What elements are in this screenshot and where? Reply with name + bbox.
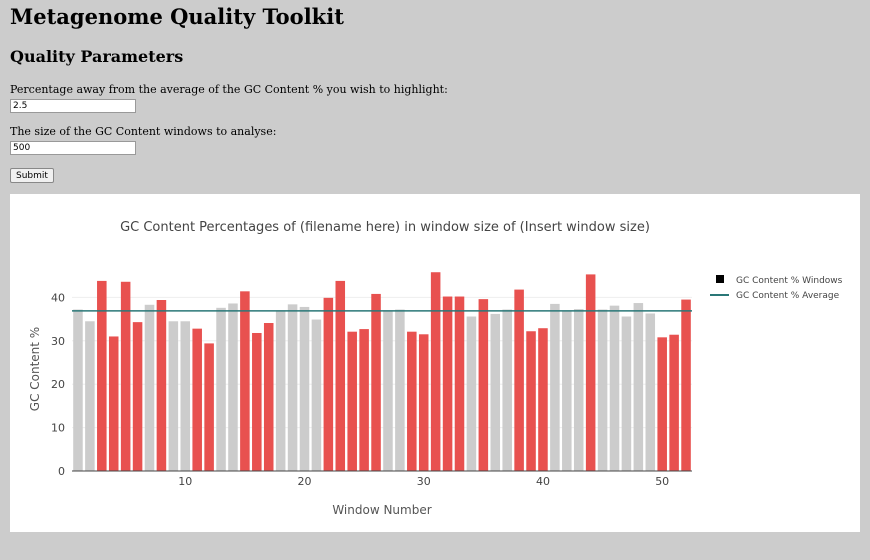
bar-window-28[interactable] [395,309,405,471]
bar-window-39[interactable] [526,331,536,471]
bar-window-49[interactable] [645,313,656,471]
x-tick-label: 10 [178,475,192,488]
bar-window-14[interactable] [228,303,238,471]
window-size-input[interactable] [10,141,136,155]
window-size-label: The size of the GC Content windows to an… [10,125,277,138]
bar-window-11[interactable] [192,328,202,471]
x-tick-label: 40 [536,475,550,488]
bar-window-30[interactable] [418,334,429,471]
bar-window-38[interactable] [514,289,524,471]
bar-window-35[interactable] [478,299,489,471]
y-tick-label: 0 [58,465,65,478]
bar-window-18[interactable] [275,310,286,471]
x-tick-labels: 10 20 30 40 50 [178,475,669,488]
chart-title: GC Content Percentages of (filename here… [120,220,650,235]
bar-window-21[interactable] [311,319,322,471]
bar-window-1[interactable] [73,309,83,471]
bar-window-43[interactable] [573,309,584,471]
bar-window-2[interactable] [85,321,95,471]
bar-window-16[interactable] [252,332,262,471]
bar-window-27[interactable] [383,310,393,471]
y-axis-label: GC Content % [28,327,42,411]
x-tick-label: 30 [417,475,431,488]
bar-window-23[interactable] [335,280,346,471]
bar-window-26[interactable] [371,293,381,471]
bar-window-25[interactable] [359,329,369,471]
bar-window-24[interactable] [347,331,357,471]
bar-window-19[interactable] [287,304,298,471]
submit-button[interactable]: Submit [10,168,54,183]
bar-window-17[interactable] [263,323,274,471]
y-tick-labels: 0 10 20 30 40 [51,291,65,478]
highlight-percentage-label: Percentage away from the average of the … [10,83,448,96]
bar-window-29[interactable] [407,331,417,471]
bar-window-48[interactable] [633,303,644,471]
bar-window-47[interactable] [621,316,632,471]
bar-window-9[interactable] [168,321,179,471]
bar-window-8[interactable] [156,300,167,471]
chart-legend[interactable]: GC Content % Windows GC Content % Averag… [710,275,843,301]
bar-window-52[interactable] [681,299,691,471]
bar-window-3[interactable] [97,280,107,471]
bar-window-44[interactable] [585,274,596,471]
section-title: Quality Parameters [10,47,184,66]
bar-window-20[interactable] [299,306,310,471]
bar-window-45[interactable] [597,309,608,471]
legend-item-windows[interactable]: GC Content % Windows [736,276,843,286]
bar-window-41[interactable] [550,303,560,471]
bar-window-5[interactable] [120,281,131,471]
bar-window-51[interactable] [669,334,679,471]
bar-window-22[interactable] [323,297,334,471]
bar-window-36[interactable] [490,313,501,471]
bar-window-7[interactable] [144,304,155,471]
legend-item-average[interactable]: GC Content % Average [736,291,840,301]
bar-window-37[interactable] [502,309,512,471]
bar-window-31[interactable] [430,272,441,471]
gc-content-chart: GC Content Percentages of (filename here… [28,220,843,517]
page-title: Metagenome Quality Toolkit [10,4,344,29]
highlight-percentage-input[interactable] [10,99,136,113]
bar-window-13[interactable] [216,307,226,471]
bar-window-34[interactable] [466,316,477,471]
bar-window-4[interactable] [108,336,119,471]
y-tick-label: 10 [51,422,65,435]
bar-window-12[interactable] [204,343,214,471]
bar-window-40[interactable] [538,328,548,471]
x-axis-label: Window Number [332,503,431,517]
bar-window-6[interactable] [132,322,143,471]
bar-window-10[interactable] [180,321,191,471]
bar-window-15[interactable] [240,291,250,471]
legend-bar-marker [716,275,724,283]
bar-window-50[interactable] [657,337,667,471]
y-tick-label: 20 [51,378,65,391]
bar-window-42[interactable] [562,310,572,471]
x-tick-label: 50 [655,475,669,488]
chart-bars [73,272,691,471]
x-tick-label: 20 [298,475,312,488]
bar-window-33[interactable] [454,296,465,471]
y-tick-label: 40 [51,291,65,304]
chart-panel: GC Content Percentages of (filename here… [10,194,860,532]
bar-window-32[interactable] [442,296,453,471]
bar-window-46[interactable] [609,305,620,471]
y-tick-label: 30 [51,335,65,348]
